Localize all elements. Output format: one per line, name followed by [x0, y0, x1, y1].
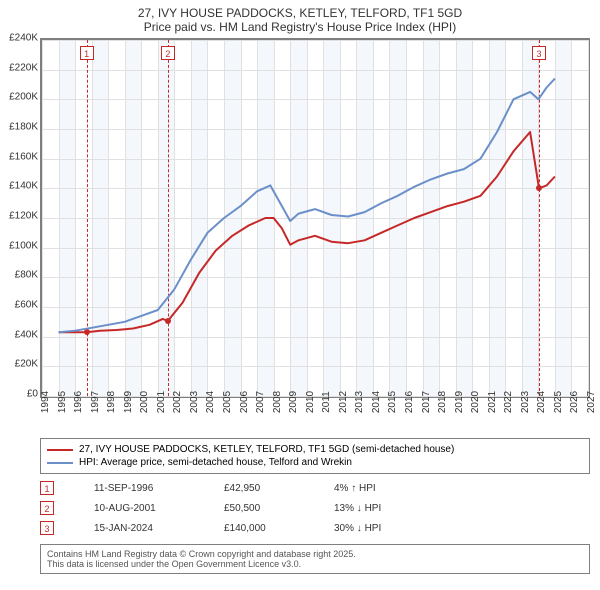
- transactions-table: 1 11-SEP-1996£42,9504% ↑ HPI 2 10-AUG-2001£…: [40, 478, 590, 538]
- x-tick-label: 2003: [189, 391, 200, 413]
- transaction-badge: 2: [40, 501, 54, 515]
- y-tick-label: £160K: [2, 151, 38, 162]
- x-tick-label: 2012: [338, 391, 349, 413]
- y-tick-label: £140K: [2, 181, 38, 192]
- x-tick-label: 2013: [354, 391, 365, 413]
- x-tick-label: 2026: [569, 391, 580, 413]
- series-svg: [42, 40, 588, 396]
- x-tick-label: 2001: [156, 391, 167, 413]
- transaction-row: 1 11-SEP-1996£42,9504% ↑ HPI: [40, 478, 590, 498]
- y-tick-label: £20K: [2, 359, 38, 370]
- x-tick-label: 1994: [40, 391, 51, 413]
- y-tick-label: £0: [2, 389, 38, 400]
- plot-area: 123: [40, 38, 590, 398]
- x-tick-label: 2019: [454, 391, 465, 413]
- transaction-delta: 30% ↓ HPI: [334, 523, 381, 534]
- x-tick-label: 1999: [123, 391, 134, 413]
- transaction-date: 15-JAN-2024: [94, 523, 224, 534]
- y-tick-label: £180K: [2, 122, 38, 133]
- x-tick-label: 2002: [172, 391, 183, 413]
- x-tick-label: 2011: [321, 391, 332, 413]
- y-tick-label: £200K: [2, 92, 38, 103]
- transaction-price: £140,000: [224, 523, 334, 534]
- y-tick-label: £100K: [2, 240, 38, 251]
- footer-line2: This data is licensed under the Open Gov…: [47, 559, 583, 569]
- transaction-date: 11-SEP-1996: [94, 483, 224, 494]
- transaction-badge: 3: [40, 521, 54, 535]
- legend-swatch: [47, 449, 73, 451]
- legend-label: HPI: Average price, semi-detached house,…: [79, 457, 352, 468]
- footer-line1: Contains HM Land Registry data © Crown c…: [47, 549, 583, 559]
- x-tick-label: 2021: [487, 391, 498, 413]
- y-tick-label: £120K: [2, 211, 38, 222]
- x-tick-label: 2017: [421, 391, 432, 413]
- x-tick-label: 2010: [305, 391, 316, 413]
- gridline-v: [588, 40, 589, 396]
- x-tick-label: 2007: [255, 391, 266, 413]
- legend-item: HPI: Average price, semi-detached house,…: [47, 456, 583, 469]
- x-tick-label: 2014: [371, 391, 382, 413]
- x-tick-label: 1996: [73, 391, 84, 413]
- transaction-price: £50,500: [224, 503, 334, 514]
- x-tick-label: 2005: [222, 391, 233, 413]
- chart-title-line2: Price paid vs. HM Land Registry's House …: [0, 20, 600, 38]
- x-tick-label: 2006: [239, 391, 250, 413]
- legend: 27, IVY HOUSE PADDOCKS, KETLEY, TELFORD,…: [40, 438, 590, 474]
- x-tick-label: 2016: [404, 391, 415, 413]
- legend-label: 27, IVY HOUSE PADDOCKS, KETLEY, TELFORD,…: [79, 444, 454, 455]
- footer-attribution: Contains HM Land Registry data © Crown c…: [40, 544, 590, 574]
- x-tick-label: 2004: [205, 391, 216, 413]
- x-tick-label: 2008: [272, 391, 283, 413]
- transaction-row: 2 10-AUG-2001£50,50013% ↓ HPI: [40, 498, 590, 518]
- x-tick-label: 2015: [387, 391, 398, 413]
- y-tick-label: £40K: [2, 329, 38, 340]
- legend-swatch: [47, 462, 73, 464]
- x-tick-label: 2009: [288, 391, 299, 413]
- series-price_paid: [59, 132, 555, 332]
- x-tick-label: 2025: [553, 391, 564, 413]
- x-tick-label: 2020: [470, 391, 481, 413]
- y-tick-label: £60K: [2, 300, 38, 311]
- transaction-badge: 1: [40, 481, 54, 495]
- legend-item: 27, IVY HOUSE PADDOCKS, KETLEY, TELFORD,…: [47, 443, 583, 456]
- x-tick-label: 2024: [536, 391, 547, 413]
- x-tick-label: 2018: [437, 391, 448, 413]
- x-tick-label: 2000: [139, 391, 150, 413]
- y-tick-label: £220K: [2, 62, 38, 73]
- transaction-price: £42,950: [224, 483, 334, 494]
- x-tick-label: 2027: [586, 391, 597, 413]
- x-tick-label: 1998: [106, 391, 117, 413]
- transaction-date: 10-AUG-2001: [94, 503, 224, 514]
- transaction-row: 3 15-JAN-2024£140,00030% ↓ HPI: [40, 518, 590, 538]
- transaction-delta: 4% ↑ HPI: [334, 483, 376, 494]
- y-tick-label: £240K: [2, 33, 38, 44]
- x-tick-label: 2022: [503, 391, 514, 413]
- x-tick-label: 1995: [57, 391, 68, 413]
- series-hpi: [59, 79, 555, 333]
- x-tick-label: 2023: [520, 391, 531, 413]
- x-tick-label: 1997: [90, 391, 101, 413]
- transaction-delta: 13% ↓ HPI: [334, 503, 381, 514]
- y-tick-label: £80K: [2, 270, 38, 281]
- chart-title-line1: 27, IVY HOUSE PADDOCKS, KETLEY, TELFORD,…: [0, 0, 600, 20]
